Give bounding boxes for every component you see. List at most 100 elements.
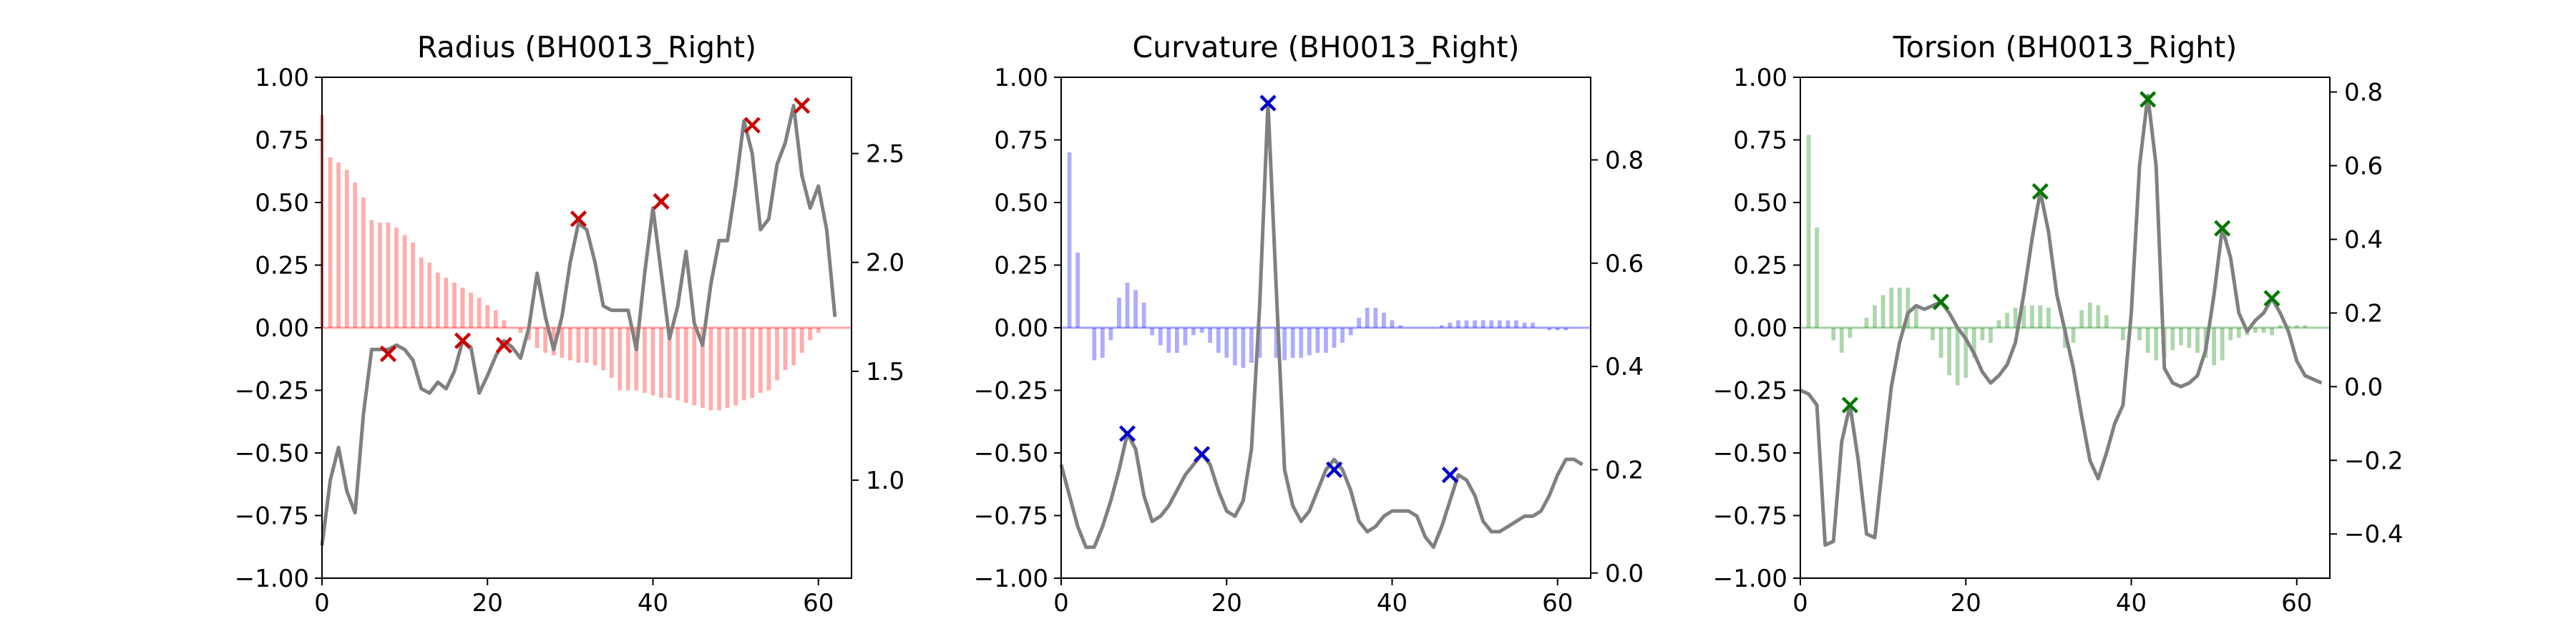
x-tick-label: 40 xyxy=(1377,589,1407,618)
bar xyxy=(1806,135,1811,328)
y2-tick-label: 0.4 xyxy=(2344,225,2383,254)
y-tick-label: −0.75 xyxy=(1713,502,1787,531)
marker-stroke xyxy=(2140,91,2157,108)
curvature-chart-panel: Curvature (BH0013_Right) 0 20 40 60 1.00 0.75… xyxy=(974,30,1644,618)
y-tick-label: −0.50 xyxy=(974,439,1048,468)
bar xyxy=(336,162,341,328)
bar xyxy=(717,328,721,411)
bar xyxy=(2038,305,2043,328)
bar xyxy=(700,328,705,408)
bar xyxy=(2270,328,2274,336)
line-series xyxy=(320,104,837,546)
bar xyxy=(692,328,697,406)
bar xyxy=(1166,328,1171,353)
bar xyxy=(560,328,565,358)
peak-marker xyxy=(2214,220,2231,237)
peak-marker xyxy=(495,336,512,353)
y2-tick-label: 0.4 xyxy=(1605,353,1644,381)
bar xyxy=(518,328,523,333)
marker-stroke xyxy=(2031,182,2049,200)
bar xyxy=(1506,320,1511,328)
bar xyxy=(469,293,474,328)
marker-stroke xyxy=(1118,425,1136,442)
bar xyxy=(2187,328,2192,348)
bar xyxy=(460,288,465,328)
peak-markers xyxy=(1841,91,2280,414)
bar xyxy=(609,328,614,378)
bar xyxy=(1092,328,1097,361)
bar xyxy=(1839,328,1844,353)
bar xyxy=(485,305,490,328)
bar xyxy=(1315,328,1320,353)
bar xyxy=(1191,328,1196,336)
bar xyxy=(1141,303,1146,328)
y-tick-label: −0.25 xyxy=(974,377,1048,406)
y-tick-label: −0.25 xyxy=(235,377,309,406)
chart-title: Curvature (BH0013_Right) xyxy=(1133,30,1520,64)
bar xyxy=(1249,328,1254,363)
bar xyxy=(2079,310,2084,328)
bar xyxy=(791,328,796,366)
y-tick-label: 0.00 xyxy=(1733,314,1787,343)
bar xyxy=(2278,325,2283,328)
peak-markers xyxy=(379,97,811,363)
bar xyxy=(1324,328,1328,353)
x-tick-label: 60 xyxy=(1542,589,1573,618)
marker-stroke xyxy=(570,210,587,228)
x-tick-label: 20 xyxy=(1211,589,1242,618)
marker-stroke xyxy=(454,332,472,349)
bar xyxy=(1563,328,1568,331)
bar xyxy=(1208,328,1213,343)
bar xyxy=(1216,328,1221,353)
bar xyxy=(1996,320,2001,328)
bar xyxy=(2029,305,2034,328)
chart-title: Torsion (BH0013_Right) xyxy=(1893,30,2238,64)
line-series xyxy=(1059,101,1584,550)
bar xyxy=(2195,328,2200,353)
bar xyxy=(576,328,581,363)
y-tick-label: 0.25 xyxy=(1733,252,1787,280)
bar xyxy=(683,328,688,403)
marker-stroke xyxy=(2263,290,2280,307)
marker-stroke xyxy=(743,117,761,134)
marker-stroke xyxy=(1932,293,1950,311)
bar-series xyxy=(1798,135,2316,386)
bar xyxy=(2286,325,2291,328)
bar xyxy=(634,328,639,391)
bar xyxy=(601,328,606,371)
peak-marker xyxy=(1193,446,1211,463)
bar xyxy=(2005,313,2009,328)
x-tick-label: 20 xyxy=(1951,589,1981,618)
y2-tick-label: −0.2 xyxy=(2344,447,2404,475)
y-tick-label: 0.50 xyxy=(994,189,1048,218)
marker-stroke xyxy=(2214,220,2231,237)
x-tick-label: 0 xyxy=(314,589,330,618)
peak-marker xyxy=(1259,94,1277,112)
bar xyxy=(1274,328,1279,358)
marker-stroke xyxy=(495,336,512,353)
peak-marker xyxy=(1932,293,1950,311)
bar xyxy=(1456,320,1460,328)
bar xyxy=(361,197,366,328)
y-tick-label: −0.75 xyxy=(235,502,309,531)
bar-series xyxy=(320,114,821,411)
bar xyxy=(1390,320,1395,328)
bar xyxy=(2121,328,2125,341)
bar xyxy=(1864,318,1869,328)
bar xyxy=(659,328,663,398)
x-tick-label: 20 xyxy=(472,589,503,618)
bar xyxy=(2178,328,2183,346)
bar xyxy=(535,328,540,348)
bar xyxy=(1931,328,1935,341)
bar xyxy=(592,328,597,366)
marker-stroke xyxy=(653,192,670,210)
chart-title: Radius (BH0013_Right) xyxy=(417,30,756,64)
peak-marker xyxy=(1441,467,1459,484)
marker-stroke xyxy=(1325,461,1343,479)
bar xyxy=(353,182,358,328)
line-series xyxy=(1799,94,2323,547)
torsion-chart-panel: Torsion (BH0013_Right) 0 20 40 60 1.00 0.75 0.… xyxy=(1713,30,2404,618)
y-tick-label: 0.50 xyxy=(255,189,309,218)
y-tick-label: 0.00 xyxy=(994,314,1048,343)
y2-tick-label: 0.6 xyxy=(1605,250,1644,278)
